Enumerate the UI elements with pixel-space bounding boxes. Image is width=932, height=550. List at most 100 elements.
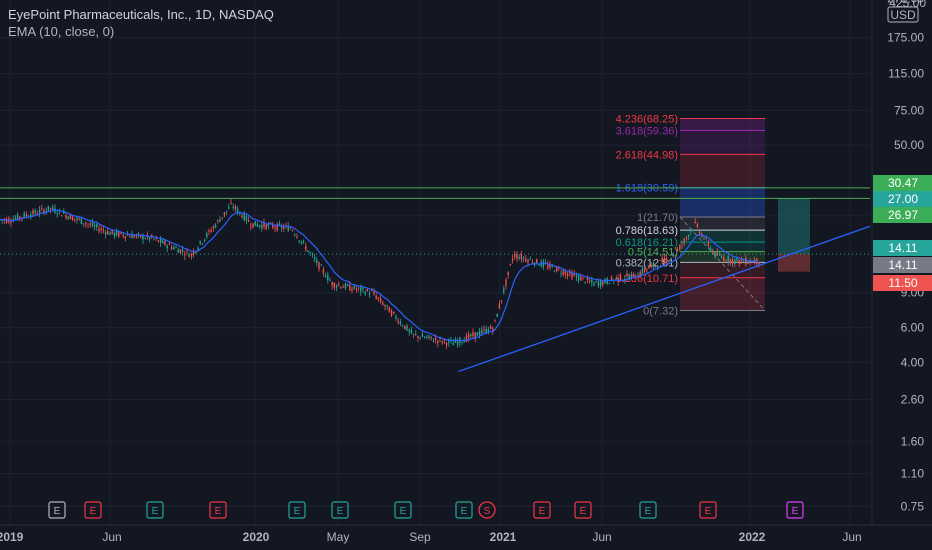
- fib-band: [680, 230, 765, 243]
- candle-body: [30, 214, 32, 218]
- time-axis-bg: [0, 525, 932, 550]
- candle-body: [107, 230, 109, 235]
- candle-body: [445, 342, 448, 346]
- candle-body: [687, 235, 690, 237]
- price-tag[interactable]: 14.11: [873, 240, 932, 256]
- candle-body: [588, 280, 591, 282]
- earnings-marker-icon[interactable]: E: [146, 501, 164, 519]
- candle-body: [201, 243, 204, 245]
- candle-body: [643, 268, 646, 272]
- earnings-marker-icon[interactable]: E: [639, 501, 657, 519]
- earnings-marker-icon[interactable]: E: [394, 501, 412, 519]
- earnings-marker-icon[interactable]: E: [209, 501, 227, 519]
- candle-body: [496, 313, 498, 318]
- price-tag[interactable]: 27.00: [873, 191, 932, 207]
- candle-body: [320, 265, 322, 266]
- candle-body: [122, 234, 124, 237]
- candle-body: [87, 223, 89, 225]
- candle-body: [16, 214, 19, 220]
- candle-body: [274, 227, 276, 229]
- candle-body: [560, 272, 562, 274]
- price-tag[interactable]: 30.47: [873, 175, 932, 191]
- candle-body: [36, 213, 39, 215]
- earnings-marker-icon[interactable]: E: [331, 501, 349, 519]
- price-tag[interactable]: 11.50: [873, 275, 932, 291]
- earnings-marker-box: [455, 501, 473, 519]
- fib-diagonal: [679, 216, 766, 311]
- candle-body: [390, 310, 393, 316]
- candle-body: [454, 339, 457, 343]
- candle-body: [683, 238, 685, 242]
- candle-body: [85, 223, 87, 225]
- candle-body: [120, 231, 122, 234]
- price-tick-label: 50.00: [894, 138, 924, 152]
- candle-body: [694, 221, 696, 223]
- candle-body: [232, 207, 234, 208]
- candle-body: [698, 231, 701, 234]
- candle-body: [234, 205, 237, 210]
- candle-body: [206, 233, 208, 237]
- candle-body: [243, 213, 245, 221]
- indicator-legend[interactable]: EMA (10, close, 0): [8, 24, 115, 39]
- price-tag-bg: [873, 240, 932, 256]
- price-tag[interactable]: 26.97: [873, 207, 932, 223]
- candle-body: [32, 210, 34, 215]
- candle-body: [109, 232, 111, 235]
- earnings-marker-icon[interactable]: S: [478, 501, 496, 519]
- candle-body: [186, 250, 188, 252]
- candle-body: [67, 216, 69, 219]
- candle-body: [723, 257, 725, 261]
- candle-body: [727, 255, 729, 262]
- earnings-marker-icon[interactable]: E: [455, 501, 473, 519]
- candle-body: [276, 223, 278, 231]
- candle-body: [498, 304, 501, 309]
- earnings-marker-box: [699, 501, 717, 519]
- candle-body: [344, 283, 347, 289]
- fib-band: [680, 251, 765, 263]
- fib-level-label: 0.5(14.51): [628, 247, 678, 259]
- candle-body: [340, 287, 342, 289]
- candle-body: [564, 271, 567, 275]
- candle-body: [670, 258, 672, 260]
- candle-body: [76, 217, 78, 220]
- candle-body: [509, 264, 512, 266]
- candle-body: [467, 334, 470, 339]
- price-tag-label: 14.11: [888, 241, 917, 255]
- candle-body: [225, 210, 228, 212]
- candle-body: [681, 244, 683, 246]
- earnings-marker-icon[interactable]: E: [574, 501, 592, 519]
- candle-body: [386, 305, 388, 307]
- candle-body: [236, 208, 239, 213]
- candle-body: [247, 220, 250, 222]
- candle-body: [443, 338, 446, 341]
- candle-body: [102, 230, 105, 231]
- candle-body: [511, 258, 514, 261]
- candle-body: [148, 237, 151, 240]
- candle-body: [258, 225, 261, 227]
- earnings-marker-icon[interactable]: E: [288, 501, 306, 519]
- event-marker-letter: E: [215, 506, 222, 517]
- candle-body: [712, 250, 714, 253]
- earnings-marker-icon[interactable]: E: [533, 501, 551, 519]
- time-tick-label: Jun: [592, 530, 611, 544]
- earnings-marker-icon[interactable]: E: [786, 501, 804, 519]
- earnings-marker-icon[interactable]: E: [48, 501, 66, 519]
- candle-body: [626, 273, 628, 276]
- candle-body: [283, 227, 285, 229]
- earnings-marker-icon[interactable]: E: [84, 501, 102, 519]
- candle-body: [124, 236, 127, 239]
- candle-body: [624, 279, 626, 280]
- price-tag[interactable]: 14.11: [873, 257, 932, 273]
- candle-body: [553, 270, 556, 272]
- candle-body: [465, 335, 468, 342]
- candle-body: [489, 326, 492, 330]
- candle-body: [373, 291, 375, 295]
- candle-body: [250, 225, 252, 227]
- time-tick-label: 2022: [739, 530, 766, 544]
- candle-body: [131, 234, 133, 239]
- candle-body: [254, 221, 256, 226]
- earnings-marker-icon[interactable]: E: [699, 501, 717, 519]
- price-tick-label: 6.00: [901, 321, 925, 335]
- symbol-title[interactable]: EyePoint Pharmaceuticals, Inc., 1D, NASD…: [8, 7, 274, 22]
